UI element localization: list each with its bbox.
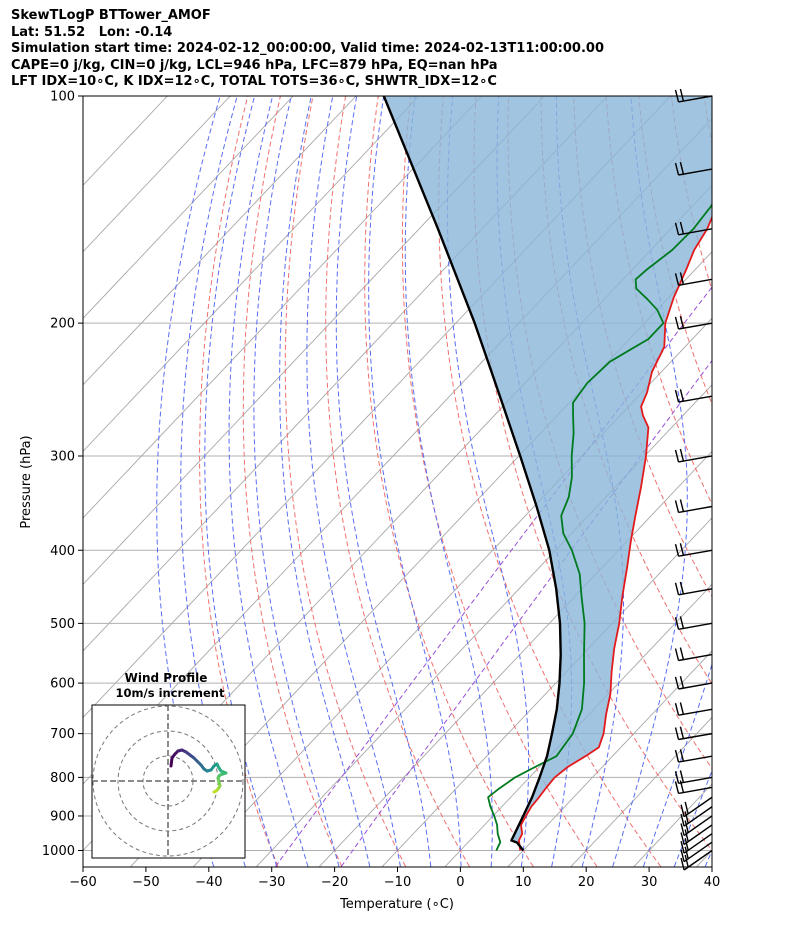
- y-tick-label: 1000: [42, 844, 75, 859]
- dry-adiabat: [325, 96, 470, 867]
- y-axis-label: Pressure (hPa): [19, 435, 34, 528]
- y-tick-label: 600: [50, 677, 75, 692]
- y-tick-label: 300: [50, 449, 75, 464]
- x-tick-label: 20: [578, 875, 595, 890]
- wind-barbs: [674, 88, 713, 871]
- shaded-area: [383, 96, 712, 843]
- wind-barb: [680, 833, 713, 854]
- chart-title: SkewTLogP BTTower_AMOF: [11, 8, 211, 23]
- dry-adiabat: [438, 96, 662, 867]
- wind-barb: [674, 316, 713, 330]
- y-tick-label: 900: [50, 809, 75, 824]
- x-axis-label: Temperature (∘C): [339, 897, 454, 912]
- wind-barb: [674, 581, 713, 596]
- wind-barb: [674, 221, 713, 236]
- wind-barb: [680, 796, 713, 818]
- wind-barb: [674, 616, 713, 630]
- y-tick-label: 400: [50, 544, 75, 559]
- dry-adiabat: [737, 96, 794, 867]
- moist-adiabat: [446, 96, 530, 867]
- wind-barb: [680, 815, 713, 837]
- temperature-line: [518, 215, 712, 851]
- isotherm-line: [83, 96, 357, 386]
- wind-barb: [674, 448, 713, 463]
- x-tick-label: −10: [384, 875, 411, 890]
- dry-adiabat: [401, 96, 598, 867]
- dry-adiabat: [242, 96, 343, 867]
- isotherm-line: [83, 96, 294, 319]
- moist-adiabat: [279, 96, 371, 867]
- wind-barb: [680, 841, 713, 863]
- moist-adiabat: [204, 96, 278, 867]
- moist-adiabat: [335, 96, 432, 867]
- y-tick-label: 500: [50, 617, 75, 632]
- wind-barb: [674, 647, 713, 662]
- indices-line: CAPE=0 j/kg, CIN=0 j/kg, LCL=946 hPa, LF…: [11, 57, 498, 73]
- x-tick-label: −30: [258, 875, 285, 890]
- y-tick-label: 800: [50, 771, 75, 786]
- y-tick-label: 200: [50, 317, 75, 332]
- isotherm-line: [83, 96, 231, 253]
- wind-barb: [674, 499, 713, 514]
- x-tick-label: 40: [704, 875, 721, 890]
- moist-adiabat: [612, 96, 688, 867]
- location-line: Lat: 51.52 Lon: -0.14: [11, 24, 173, 40]
- x-tick-label: −40: [195, 875, 222, 890]
- wind-barb: [674, 162, 713, 176]
- dry-adiabat: [199, 96, 279, 867]
- wind-barb: [674, 543, 713, 557]
- wind-barb: [674, 726, 713, 741]
- x-tick-label: 10: [515, 875, 532, 890]
- hodograph-segment: [212, 789, 218, 794]
- moist-adiabat: [404, 96, 493, 867]
- mixing-ratio-line: [275, 286, 712, 867]
- moist-adiabat: [253, 96, 340, 867]
- isotherm-line: [382, 517, 712, 867]
- stability-line: LFT IDX=10∘C, K IDX=12∘C, TOTAL TOTS=36∘…: [11, 74, 497, 89]
- moist-adiabat: [642, 662, 712, 867]
- y-tick-label: 700: [50, 727, 75, 742]
- wind-barb: [674, 676, 713, 690]
- isotherm-line: [130, 251, 712, 867]
- inset-subtitle: 10m/s increment: [116, 686, 225, 700]
- moist-adiabat: [368, 96, 462, 867]
- wind-barb: [680, 824, 713, 846]
- moist-adiabat: [306, 96, 401, 867]
- isotherm-line: [570, 716, 712, 867]
- isotherm-line: [83, 96, 483, 519]
- x-tick-label: −60: [69, 875, 96, 890]
- mixing-ratio-line: [340, 359, 712, 867]
- wind-barb: [674, 749, 713, 763]
- moist-adiabat: [156, 96, 221, 867]
- y-tick-label: 100: [50, 90, 75, 105]
- wind-barb: [674, 770, 713, 784]
- dry-adiabat: [364, 96, 534, 867]
- isotherm-line: [507, 650, 712, 867]
- wind-profile-inset: Wind Profile 10m/s increment: [91, 671, 246, 859]
- isotherm-line: [83, 96, 420, 453]
- wind-barb: [680, 806, 713, 827]
- wind-barb: [674, 272, 713, 286]
- wind-barb: [674, 389, 713, 403]
- isotherm-line: [760, 96, 794, 866]
- dry-adiabat: [703, 96, 712, 147]
- wind-barb: [674, 702, 713, 716]
- dry-adiabat: [507, 96, 712, 770]
- inset-title: Wind Profile: [125, 671, 208, 685]
- isotherm-line: [319, 450, 712, 867]
- x-tick-label: 0: [456, 875, 464, 890]
- time-line: Simulation start time: 2024-02-12_00:00:…: [11, 41, 604, 56]
- x-tick-label: −50: [132, 875, 159, 890]
- parcel-line: [382, 96, 562, 852]
- x-tick-label: 30: [641, 875, 658, 890]
- chart-header: SkewTLogP BTTower_AMOF Lat: 51.52 Lon: -…: [11, 8, 604, 91]
- dewpoint-line: [487, 202, 712, 851]
- x-tick-label: −20: [321, 875, 348, 890]
- moist-adiabat: [673, 769, 712, 867]
- moist-adiabat: [704, 849, 712, 867]
- moist-adiabat: [228, 96, 309, 867]
- dry-adiabat: [769, 96, 794, 867]
